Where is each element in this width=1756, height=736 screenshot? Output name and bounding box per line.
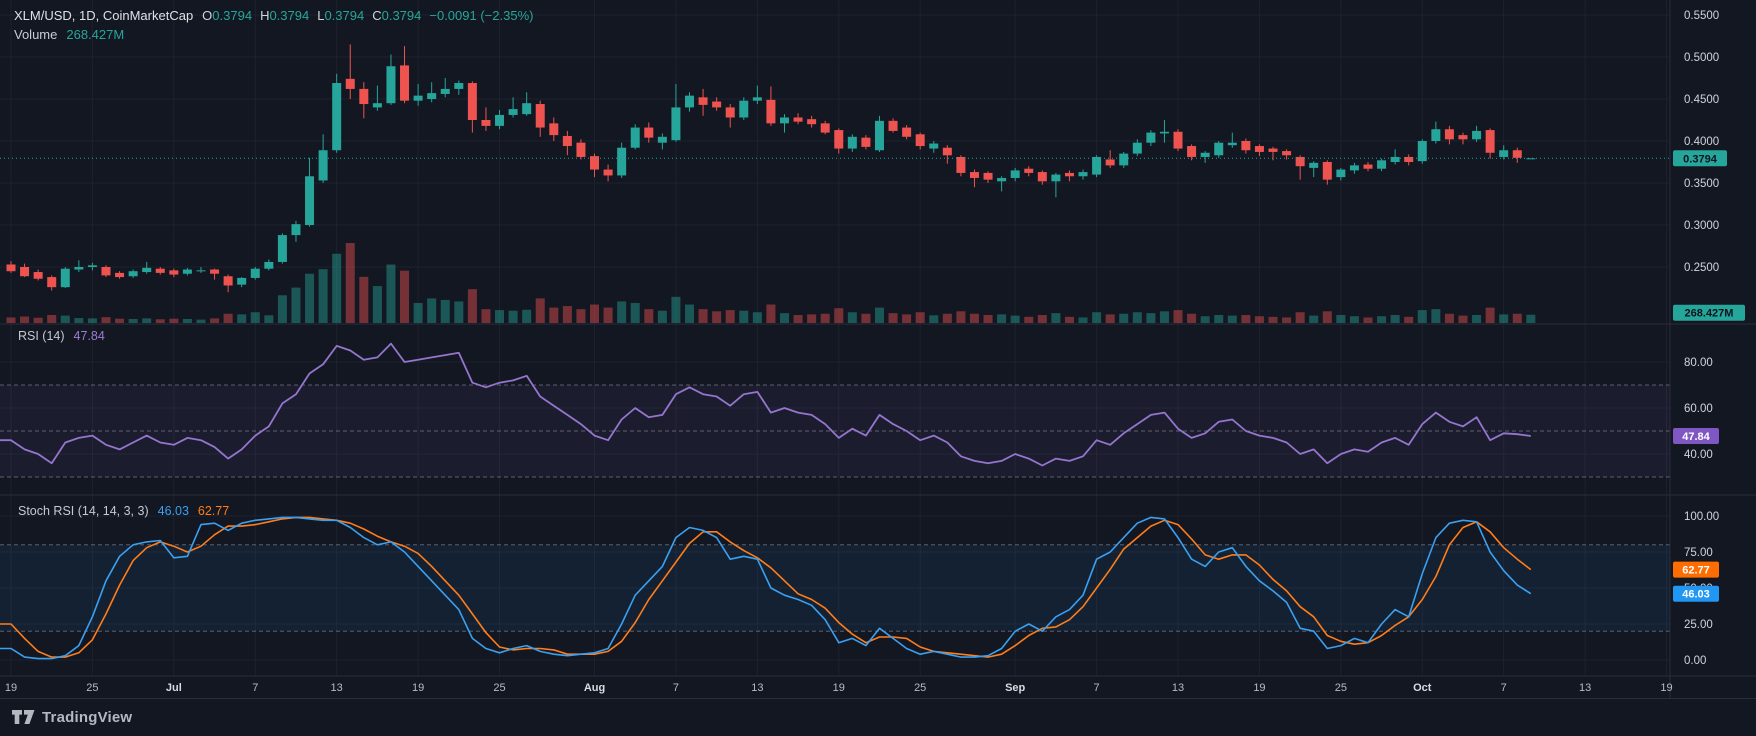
rsi-value: 47.84 — [73, 329, 105, 343]
symbol-title[interactable]: XLM/USD, 1D, CoinMarketCap — [14, 8, 194, 23]
stoch-legend[interactable]: Stoch RSI (14, 14, 3, 3) 46.03 62.77 — [18, 504, 229, 518]
price-scale[interactable]: 0.5500 0.5000 0.4500 0.4000 0.3500 0.3000 0.25… — [1684, 10, 1719, 667]
rsi-legend[interactable]: RSI (14) 47.84 — [18, 329, 105, 343]
svg-text:7: 7 — [673, 682, 679, 694]
close-value: C0.3794 — [372, 8, 422, 23]
svg-text:19: 19 — [1253, 682, 1265, 694]
svg-text:Oct: Oct — [1413, 682, 1432, 694]
axis-badges: 0.3794 268.427M 47.84 62.77 46.03 — [1673, 150, 1745, 602]
time-scale[interactable]: 19 25 Jul 7 13 19 25 Aug 7 13 19 25 Sep 7 13 19 25 Oct 7 13… — [5, 682, 1673, 694]
high-value: H0.3794 — [260, 8, 310, 23]
stoch-k-line — [0, 516, 1532, 660]
svg-text:75.00: 75.00 — [1684, 547, 1713, 559]
volume-badge: 268.427M — [1673, 304, 1745, 321]
stoch-d-line — [0, 516, 1532, 658]
svg-text:25.00: 25.00 — [1684, 619, 1713, 631]
svg-text:25: 25 — [86, 682, 98, 694]
svg-text:0.4500: 0.4500 — [1684, 94, 1719, 106]
svg-text:13: 13 — [751, 682, 763, 694]
svg-text:40.00: 40.00 — [1684, 449, 1713, 461]
volume-row: Volume 268.427M — [14, 27, 533, 42]
volume-value: 268.427M — [66, 27, 125, 42]
svg-text:0.3794: 0.3794 — [1683, 153, 1718, 165]
change-value: −0.0091 (−2.35%) — [429, 8, 534, 23]
indicator-bands — [0, 384, 1670, 632]
svg-text:Jul: Jul — [166, 682, 182, 694]
tradingview-brand[interactable]: TradingView — [42, 709, 133, 726]
chart-canvas[interactable]: 0.5500 0.5000 0.4500 0.4000 0.3500 0.3000 0.25… — [0, 0, 1756, 698]
svg-text:7: 7 — [1501, 682, 1507, 694]
main-legend[interactable]: XLM/USD, 1D, CoinMarketCap O0.3794 H0.37… — [14, 8, 533, 42]
svg-text:Sep: Sep — [1005, 682, 1025, 694]
attribution-bar: TradingView — [0, 698, 1756, 736]
svg-text:25: 25 — [493, 682, 505, 694]
svg-text:19: 19 — [833, 682, 845, 694]
svg-text:Aug: Aug — [584, 682, 605, 694]
svg-text:268.427M: 268.427M — [1685, 308, 1734, 320]
volume-label[interactable]: Volume — [14, 27, 58, 42]
stoch-d-value: 62.77 — [197, 504, 230, 518]
svg-text:13: 13 — [331, 682, 343, 694]
current-price-badge: 0.3794 — [1673, 150, 1727, 167]
tradingview-logo-icon[interactable] — [12, 710, 35, 725]
svg-text:0.2500: 0.2500 — [1684, 262, 1719, 274]
svg-text:0.3000: 0.3000 — [1684, 220, 1719, 232]
ohlc-values: O0.3794 H0.3794 L0.3794 C0.3794 −0.0091 … — [202, 8, 533, 23]
svg-text:19: 19 — [412, 682, 424, 694]
stoch-title[interactable]: Stoch RSI (14, 14, 3, 3) — [18, 504, 149, 518]
rsi-line — [0, 342, 1531, 467]
svg-text:47.84: 47.84 — [1682, 431, 1710, 443]
symbol-row: XLM/USD, 1D, CoinMarketCap O0.3794 H0.37… — [14, 8, 533, 23]
svg-text:60.00: 60.00 — [1684, 403, 1713, 415]
svg-text:19: 19 — [1660, 682, 1672, 694]
pane-separators — [0, 0, 1756, 698]
svg-text:0.00: 0.00 — [1684, 655, 1706, 667]
svg-text:0.3500: 0.3500 — [1684, 178, 1719, 190]
svg-text:7: 7 — [1094, 682, 1100, 694]
stoch-k-badge: 46.03 — [1673, 585, 1719, 602]
candlesticks — [6, 44, 1536, 293]
svg-text:100.00: 100.00 — [1684, 511, 1719, 523]
svg-text:62.77: 62.77 — [1682, 565, 1710, 577]
svg-text:25: 25 — [1335, 682, 1347, 694]
svg-text:46.03: 46.03 — [1682, 589, 1710, 601]
rsi-badge: 47.84 — [1673, 427, 1719, 444]
rsi-title[interactable]: RSI (14) — [18, 329, 65, 343]
svg-text:0.5500: 0.5500 — [1684, 10, 1719, 22]
svg-text:0.5000: 0.5000 — [1684, 52, 1719, 64]
stoch-d-badge: 62.77 — [1673, 561, 1719, 578]
vertical-gridlines — [10, 0, 1668, 676]
svg-text:25: 25 — [914, 682, 926, 694]
open-value: O0.3794 — [202, 8, 253, 23]
svg-text:13: 13 — [1579, 682, 1591, 694]
volume-bars — [6, 243, 1536, 323]
svg-text:80.00: 80.00 — [1684, 357, 1713, 369]
stoch-k-value: 46.03 — [157, 504, 189, 518]
svg-text:13: 13 — [1172, 682, 1184, 694]
svg-text:19: 19 — [5, 682, 17, 694]
low-value: L0.3794 — [317, 8, 365, 23]
svg-text:0.4000: 0.4000 — [1684, 136, 1719, 148]
svg-text:7: 7 — [252, 682, 258, 694]
